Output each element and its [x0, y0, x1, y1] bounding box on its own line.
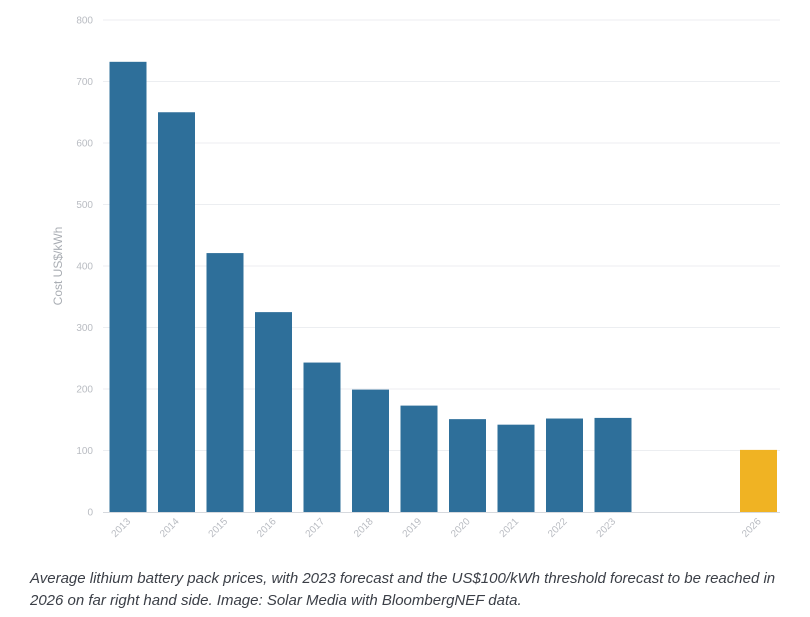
y-tick-label: 400 — [76, 262, 93, 273]
y-tick-label: 100 — [76, 446, 93, 457]
y-tick-label: 0 — [87, 508, 93, 519]
x-tick-label: 2017 — [304, 516, 328, 540]
bar-2026 — [740, 449, 777, 512]
x-tick-label: 2021 — [498, 516, 522, 540]
y-tick-label: 600 — [76, 139, 93, 150]
x-tick-label: 2013 — [110, 516, 134, 540]
bar-2022 — [546, 418, 583, 512]
bar-2017 — [303, 362, 341, 512]
y-tick-label: 800 — [76, 16, 93, 27]
bar-2021 — [497, 424, 535, 512]
bar-2019 — [400, 405, 438, 512]
bar-2014 — [158, 112, 195, 512]
bar-2023 — [594, 417, 632, 512]
x-tick-label: 2020 — [449, 516, 473, 540]
x-tick-label: 2022 — [546, 516, 570, 540]
y-tick-label: 300 — [76, 323, 93, 334]
bar-2013 — [109, 61, 147, 512]
image-caption: Average lithium battery pack prices, wit… — [30, 570, 776, 609]
y-tick-label: 700 — [76, 77, 93, 88]
y-axis-tick-labels: 0 100 200 300 400 500 600 700 800 — [76, 16, 93, 519]
x-axis-tick-labels: 2013 2014 2015 2016 2017 2018 2019 2020 2021 2022… — [110, 516, 764, 540]
y-axis-title: Cost US$/kWh — [51, 227, 65, 306]
bar-2016 — [255, 312, 292, 512]
bar-2018 — [352, 389, 389, 512]
bar-2020 — [449, 419, 486, 512]
gridlines — [103, 19, 780, 451]
x-tick-label: 2019 — [401, 516, 425, 540]
x-tick-label: 2018 — [352, 516, 376, 540]
y-tick-label: 500 — [76, 200, 93, 211]
bars — [109, 61, 777, 512]
bar-2015 — [206, 253, 244, 512]
x-tick-label: 2023 — [595, 516, 619, 540]
x-tick-label: 2015 — [207, 516, 231, 540]
x-tick-label: 2014 — [158, 516, 182, 540]
x-tick-label: 2016 — [255, 516, 279, 540]
y-tick-label: 200 — [76, 385, 93, 396]
x-tick-label: 2026 — [740, 516, 764, 540]
